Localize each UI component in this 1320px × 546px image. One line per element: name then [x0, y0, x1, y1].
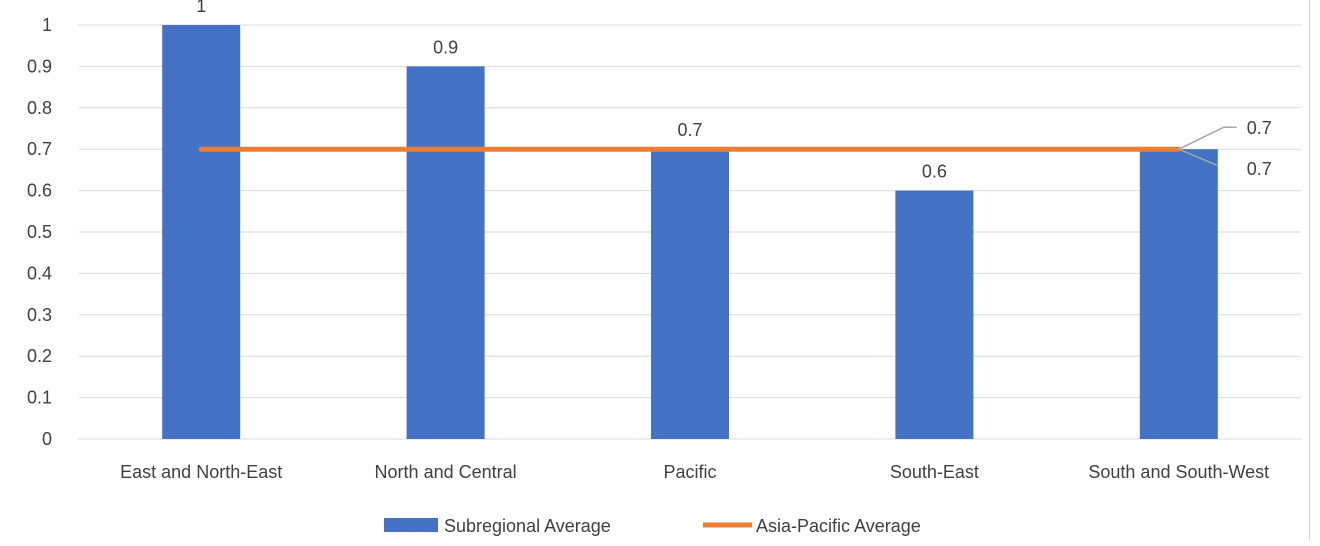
y-tick-label: 0 — [42, 429, 52, 449]
legend-swatch-subregional — [384, 518, 438, 532]
y-tick-label: 0.9 — [27, 56, 52, 76]
bar-label-leader — [1178, 148, 1218, 166]
x-tick-label: North and Central — [375, 462, 517, 482]
y-tick-label: 0.6 — [27, 181, 52, 201]
bar — [162, 25, 241, 439]
legend-label-subregional: Subregional Average — [444, 516, 611, 536]
bar — [406, 66, 485, 440]
y-tick-label: 0.3 — [27, 305, 52, 325]
legend-label-asia-pacific: Asia-Pacific Average — [756, 516, 921, 536]
bar-data-label: 0.7 — [1247, 159, 1272, 179]
bar-data-label: 0.9 — [433, 37, 458, 57]
bar — [651, 149, 729, 439]
bar-data-label: 0.6 — [922, 162, 947, 182]
x-tick-label: Pacific — [663, 462, 716, 482]
y-tick-label: 0.2 — [27, 346, 52, 366]
x-tick-label: South and South-West — [1088, 462, 1269, 482]
y-tick-label: 1 — [42, 15, 52, 35]
bar — [895, 190, 974, 439]
line-data-label: 0.7 — [1247, 118, 1272, 138]
y-tick-label: 0.8 — [27, 98, 52, 118]
x-tick-label: South-East — [890, 462, 979, 482]
y-tick-label: 0.1 — [27, 388, 52, 408]
x-tick-label: East and North-East — [120, 462, 282, 482]
y-tick-label: 0.5 — [27, 222, 52, 242]
chart-area-border — [1309, 0, 1310, 541]
bar — [1139, 149, 1218, 439]
line-label-leader — [1178, 126, 1237, 150]
bar-data-label: 1 — [196, 0, 206, 16]
y-tick-label: 0.4 — [27, 263, 52, 283]
y-tick-label: 0.7 — [27, 139, 52, 159]
bar-data-label: 0.7 — [677, 120, 702, 140]
